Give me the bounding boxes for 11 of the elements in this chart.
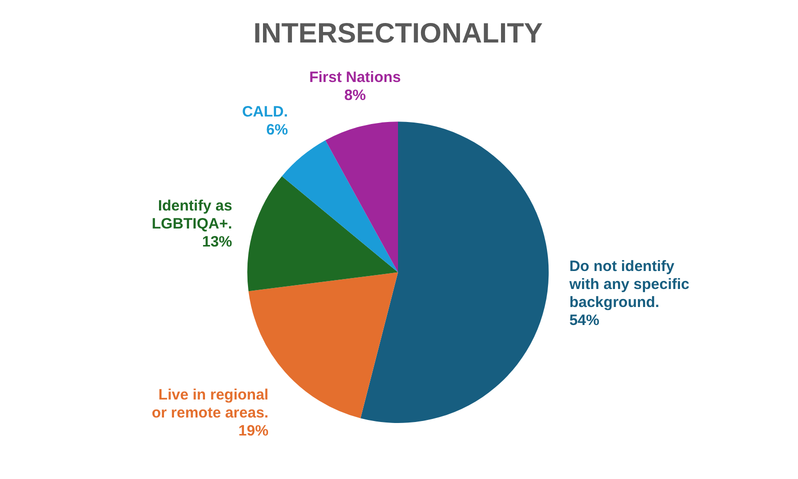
data-label: 19% xyxy=(238,422,268,440)
slice-label: First Nations xyxy=(309,69,401,86)
slice-label: CALD. xyxy=(242,103,288,120)
data-label: 13% xyxy=(202,233,232,250)
data-label: 6% xyxy=(266,121,288,138)
chart-title: INTERSECTIONALITY xyxy=(253,18,543,49)
slice-label: Do not identify with any specific background. xyxy=(568,258,690,312)
slice-label: Identify as LGBTIQA+. xyxy=(152,197,232,232)
data-label: 54% xyxy=(569,312,600,330)
data-label: 8% xyxy=(344,87,366,104)
slice-label: Live in regional or remote areas. xyxy=(152,386,268,422)
